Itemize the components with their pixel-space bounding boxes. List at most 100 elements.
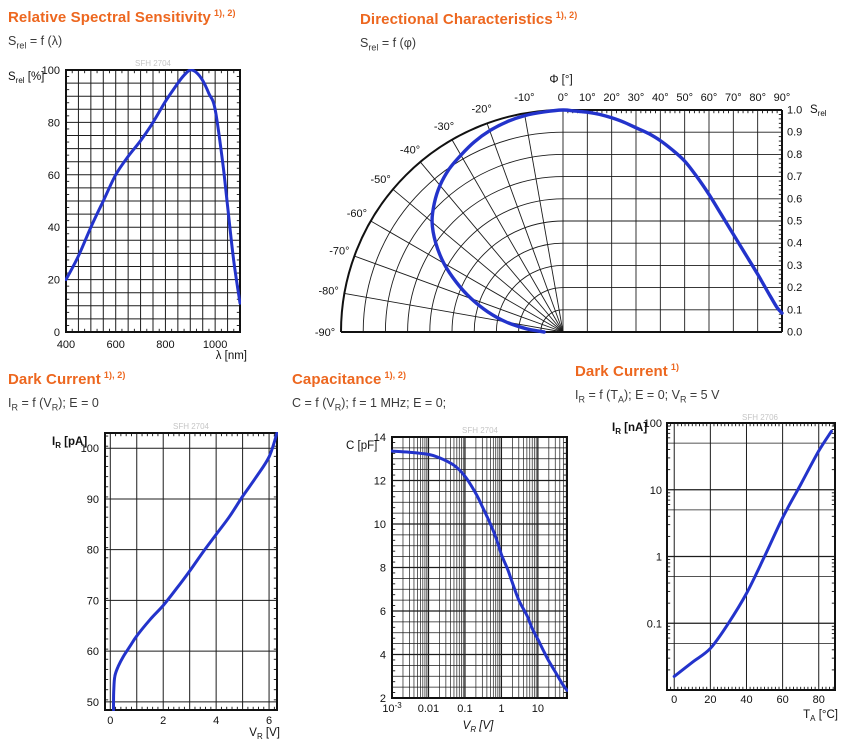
- subscript-text: R: [679, 394, 687, 405]
- polar-radial: [354, 255, 564, 333]
- angle-label: 50°: [676, 92, 693, 104]
- radius-label: 0.5: [787, 216, 802, 228]
- polar-arc: [362, 131, 564, 333]
- text-segment: I: [8, 396, 12, 410]
- y-tick-label: 14: [374, 432, 386, 444]
- angle-label: 60°: [701, 92, 718, 104]
- angle-label: -20°: [471, 103, 491, 115]
- x-tick-label: 10-3: [382, 701, 402, 715]
- x-tick-label: 600: [107, 339, 125, 351]
- section-title: Dark Current 1), 2): [8, 370, 126, 388]
- y-tick-label: 80: [48, 117, 60, 129]
- text-segment: = 5 V: [686, 388, 720, 402]
- subscript-text: A: [617, 394, 624, 405]
- x-tick-label: 20: [704, 694, 716, 706]
- axis-labels: 0° 10° 20° 30° 40° 50° 60° 70° 80° 90° -10° -20° -30…: [315, 74, 827, 339]
- x-tick-label: 400: [57, 339, 75, 351]
- axis-labels: 0 2 4 6 50 60 70 80 90 100 VR [V] IR [pA]: [52, 436, 280, 741]
- angle-label: -10°: [514, 92, 534, 104]
- y-tick-label: 60: [87, 646, 99, 658]
- radius-label: 1.0: [787, 105, 802, 117]
- plot-border: [340, 109, 783, 333]
- axis-labels: 0 20 40 60 80 0.1 1 10 100 TA [°C] IR [nA]: [612, 418, 838, 723]
- angle-axis-title: Φ [°]: [549, 74, 572, 86]
- text-segment: = f (λ): [26, 34, 63, 48]
- polar-radial: [524, 113, 564, 333]
- angle-label: 30°: [628, 92, 645, 104]
- text-segment: = f (V: [17, 396, 52, 410]
- radius-label: 0.7: [787, 171, 802, 183]
- y-tick-label: 4: [380, 650, 386, 662]
- section-title-text: Capacitance: [292, 371, 382, 388]
- text-segment: ); f = 1 MHz; E = 0;: [341, 396, 447, 410]
- polar-arc: [429, 198, 564, 333]
- x-tick-label: 0: [671, 694, 677, 706]
- angle-label: 10°: [579, 92, 596, 104]
- section-title-text: Dark Current: [8, 371, 101, 388]
- y-tick-label: 1: [656, 552, 662, 564]
- x-tick-label: 1: [498, 703, 504, 715]
- section-dark-current-temperature: Dark Current 1) IR = f (TA); E = 0; VR = …: [575, 362, 719, 405]
- x-tick-label: 0.1: [457, 703, 472, 715]
- subscript-text: rel: [16, 40, 27, 51]
- y-tick-label: 0.1: [647, 618, 662, 630]
- polar-radial: [419, 161, 564, 333]
- radius-label: 0.0: [787, 327, 802, 339]
- radius-axis-title: Srel: [810, 104, 827, 118]
- radius-label: 0.1: [787, 304, 802, 316]
- section-subtitle: Srel = f (λ): [8, 34, 236, 51]
- section-title-note: 1), 2): [214, 8, 236, 18]
- section-title-text: Dark Current: [575, 363, 668, 380]
- watermark: SFH 2704: [462, 426, 499, 435]
- section-title: Dark Current 1): [575, 362, 719, 380]
- y-tick-label: 90: [87, 494, 99, 506]
- polar-radial: [451, 139, 564, 333]
- angle-label: -80°: [318, 286, 338, 298]
- text-segment: S: [360, 36, 369, 50]
- subscript-text: R: [51, 402, 59, 413]
- section-subtitle: Srel = f (φ): [360, 36, 577, 53]
- section-title-note: 1), 2): [103, 370, 126, 380]
- y-tick-label: 10: [374, 519, 386, 531]
- angle-label: -70°: [329, 246, 349, 258]
- chart-dark-current-temperature: SFH 2706 0 20 40 60 80 0.1 1 10 100 TA [°C] IR [nA]: [612, 413, 838, 723]
- plot-border: [65, 69, 241, 333]
- x-axis-title: VR [V]: [249, 727, 280, 741]
- watermark: SFH 2706: [742, 413, 779, 422]
- y-tick-label: 12: [374, 476, 386, 488]
- subscript-text: R: [11, 402, 18, 413]
- angle-label: -50°: [371, 174, 391, 186]
- curve: [672, 429, 833, 678]
- x-tick-label: 0: [107, 715, 113, 727]
- x-tick-label: 40: [740, 694, 752, 706]
- outer-arc: [340, 109, 564, 333]
- section-title-text: Directional Characteristics: [360, 11, 553, 28]
- y-tick-label: 100: [42, 65, 60, 77]
- x-tick-label: 6: [266, 715, 272, 727]
- section-spectral-sensitivity: Relative Spectral Sensitivity 1), 2) Srel…: [8, 8, 236, 51]
- y-tick-label: 50: [87, 697, 99, 709]
- polar-arc: [451, 220, 564, 333]
- radius-label: 0.6: [787, 193, 802, 205]
- chart-directional-characteristics: 0° 10° 20° 30° 40° 50° 60° 70° 80° 90° -10° -20° -30…: [315, 74, 827, 339]
- watermark: SFH 2704: [135, 59, 172, 68]
- section-subtitle: IR = f (VR); E = 0: [8, 396, 126, 413]
- curve: [112, 432, 278, 711]
- grid: [105, 433, 277, 710]
- polar-radial: [486, 123, 564, 333]
- angle-label: 0°: [558, 92, 569, 104]
- polar-radial: [392, 188, 564, 333]
- angle-label: 40°: [652, 92, 669, 104]
- y-axis-title: C [pF]: [346, 440, 377, 452]
- section-title-note: 1): [670, 362, 680, 372]
- radius-label: 0.2: [787, 282, 802, 294]
- axis-labels: 400 600 800 1000 0 20 40 60 80 100 λ [nm] Srel [%]: [8, 65, 247, 362]
- polar-arc: [473, 242, 564, 333]
- section-capacitance: Capacitance 1), 2) C = f (VR); f = 1 MHz;…: [292, 370, 446, 413]
- minor-ticks: [567, 110, 782, 329]
- angle-label: -90°: [315, 327, 335, 339]
- y-tick-label: 6: [380, 606, 386, 618]
- x-tick-label: 60: [776, 694, 788, 706]
